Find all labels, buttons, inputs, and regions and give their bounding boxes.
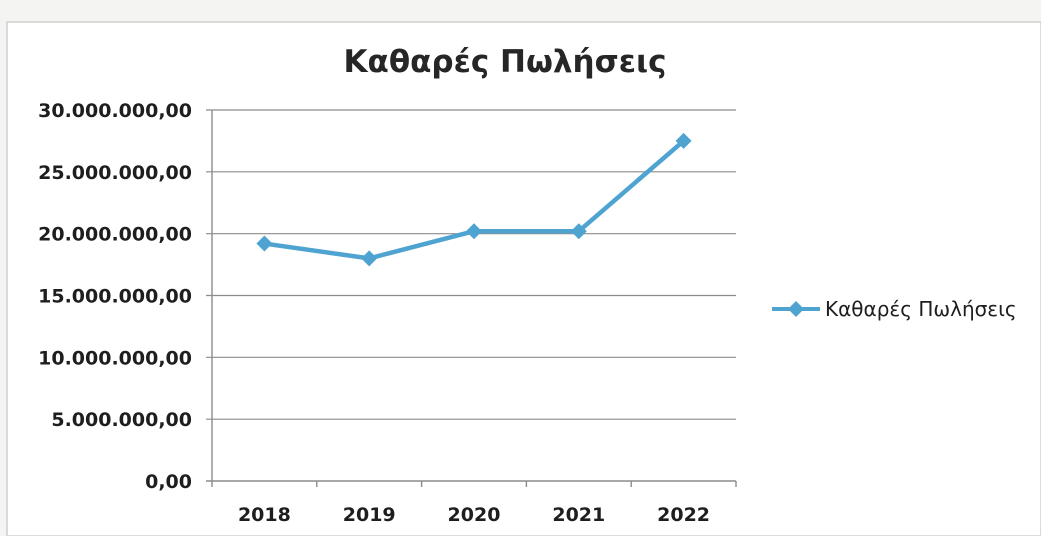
data-point-marker <box>570 223 587 240</box>
y-tick-label: 0,00 <box>145 471 192 493</box>
y-tick-label: 25.000.000,00 <box>38 162 192 184</box>
chart-frame <box>6 21 1041 536</box>
data-point-marker <box>675 132 692 149</box>
x-axis-tick-labels: 2018 2019 2020 2021 2022 <box>238 504 710 526</box>
data-point-marker <box>361 250 378 267</box>
x-tick-label: 2020 <box>448 504 501 526</box>
legend-label: Καθαρές Πωλήσεις <box>825 297 1017 321</box>
legend: Καθαρές Πωλήσεις <box>772 297 1017 321</box>
x-tick-label: 2022 <box>657 504 710 526</box>
data-point-marker <box>256 235 273 252</box>
x-tick-label: 2018 <box>238 504 291 526</box>
x-tick-label: 2019 <box>343 504 396 526</box>
y-tick-label: 15.000.000,00 <box>38 286 192 308</box>
legend-marker-icon <box>788 301 804 317</box>
y-tick-label: 5.000.000,00 <box>51 409 192 431</box>
axes <box>206 110 737 487</box>
y-tick-label: 30.000.000,00 <box>38 100 192 122</box>
series-layer <box>256 132 692 267</box>
chart-title: Καθαρές Πωλήσεις <box>344 44 667 80</box>
y-tick-label: 10.000.000,00 <box>38 347 192 369</box>
y-axis-tick-labels: 0,00 5.000.000,00 10.000.000,00 15.000.000,… <box>38 100 192 493</box>
x-tick-label: 2021 <box>552 504 605 526</box>
y-tick-label: 20.000.000,00 <box>38 224 192 246</box>
data-point-marker <box>466 223 482 240</box>
